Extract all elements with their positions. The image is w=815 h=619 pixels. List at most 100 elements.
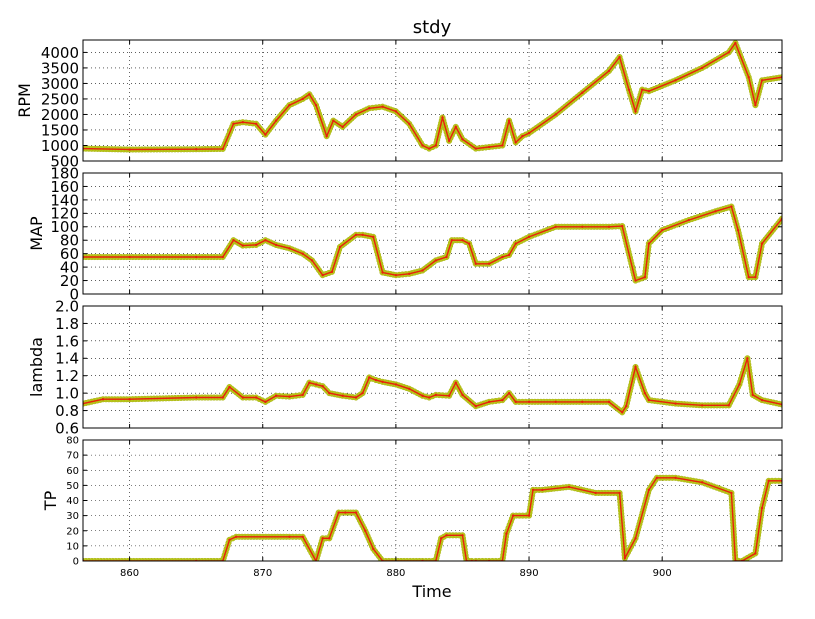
data-point (221, 396, 224, 399)
data-point (754, 552, 757, 555)
data-point (368, 107, 371, 110)
y-tick-label: 1.0 (55, 385, 79, 403)
series-group (83, 40, 782, 153)
chart-title: stdy (413, 17, 452, 38)
x-tick-label: 880 (386, 568, 405, 579)
y-axis-label: TP (41, 490, 60, 511)
panel-frame (82, 172, 783, 295)
data-point (194, 255, 198, 259)
data-point (647, 488, 651, 492)
data-point (751, 393, 754, 397)
y-tick-label: 4000 (41, 44, 79, 62)
data-point (314, 103, 318, 107)
data-point (541, 488, 544, 492)
data-point (338, 245, 342, 249)
data-point (474, 147, 477, 150)
data-point (514, 242, 517, 245)
data-point (221, 255, 224, 259)
data-point (760, 506, 764, 510)
data-point (364, 529, 367, 532)
data-point (618, 55, 621, 59)
series-group (83, 203, 782, 284)
data-point (408, 122, 411, 125)
y-tick-label: 50 (66, 481, 79, 492)
y-tick-label: 3500 (41, 59, 79, 77)
data-point (361, 391, 364, 395)
data-point (450, 239, 454, 242)
panel-frame (82, 39, 783, 162)
data-point (254, 122, 258, 125)
data-point (507, 253, 511, 257)
data-point (264, 133, 267, 136)
data-point (738, 383, 741, 386)
data-point (128, 398, 131, 401)
data-point (408, 272, 411, 276)
y-tick-label: 1500 (41, 121, 79, 139)
data-point (328, 391, 331, 395)
data-point (461, 393, 464, 397)
y-tick-label: 180 (50, 164, 79, 182)
data-point (354, 511, 358, 514)
data-point (554, 400, 557, 404)
y-tick-label: 40 (66, 496, 79, 507)
panel-frame (82, 305, 783, 429)
data-point (274, 243, 278, 247)
data-point (501, 255, 504, 259)
data-point (527, 400, 531, 404)
series-line (83, 41, 782, 151)
data-point (674, 402, 677, 405)
data-point (623, 556, 627, 560)
data-point (581, 225, 584, 228)
data-point (228, 538, 231, 542)
y-tick-label: 140 (50, 191, 79, 209)
data-point (511, 514, 515, 517)
data-point (441, 116, 444, 119)
data-point (341, 125, 344, 129)
y-tick-label: 60 (66, 466, 79, 477)
data-point (434, 393, 438, 397)
data-point (607, 225, 611, 228)
data-point (394, 273, 398, 277)
marker-trail (83, 355, 782, 416)
data-point (467, 242, 471, 245)
data-point (308, 93, 311, 96)
marker-trail (83, 203, 782, 284)
data-point (501, 144, 504, 147)
y-tick-label: 80 (66, 436, 79, 447)
series-group (83, 355, 782, 416)
data-point (655, 476, 659, 480)
data-point (301, 97, 304, 101)
data-point (618, 491, 621, 495)
data-point (301, 393, 304, 397)
data-point (427, 147, 431, 150)
data-point (647, 398, 651, 402)
data-point (288, 103, 291, 107)
data-point (647, 242, 651, 245)
data-point (254, 243, 258, 247)
data-point (445, 534, 448, 537)
data-point (325, 134, 328, 138)
data-point (101, 398, 105, 401)
data-point (621, 411, 624, 414)
data-point (730, 205, 733, 208)
data-point (194, 148, 198, 151)
data-point (234, 535, 238, 538)
data-point (427, 396, 431, 399)
data-point (767, 479, 770, 483)
x-axis-label: Time (411, 582, 451, 601)
data-point (381, 271, 384, 274)
y-tick-label: 2.0 (55, 297, 79, 315)
data-point (321, 273, 324, 277)
data-point (554, 225, 557, 228)
data-point (288, 247, 291, 250)
data-point (421, 269, 424, 272)
data-point (310, 259, 314, 262)
data-point (474, 262, 477, 265)
y-tick-label: 80 (60, 232, 79, 250)
data-point (501, 398, 504, 402)
data-point (727, 404, 730, 407)
data-point (527, 514, 531, 517)
panel-tp: 0 10 20 30 40 50 60 70 80 TP 860 870 880 890 900 (41, 436, 783, 579)
y-tick-label: 1.4 (55, 350, 79, 368)
